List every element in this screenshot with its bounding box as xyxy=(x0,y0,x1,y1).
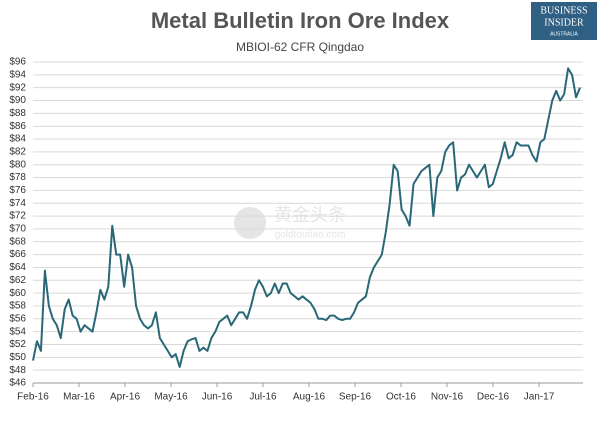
x-tick-label: Apr-16 xyxy=(110,392,140,403)
y-tick-label: $90 xyxy=(9,95,26,106)
x-tick-label: Jul-16 xyxy=(249,392,277,403)
x-tick-label: Oct-16 xyxy=(386,392,416,403)
y-tick-label: $48 xyxy=(9,365,26,376)
y-tick-label: $70 xyxy=(9,224,26,235)
y-tick-label: $88 xyxy=(9,108,26,119)
y-tick-label: $60 xyxy=(9,288,26,299)
y-tick-label: $74 xyxy=(9,198,26,209)
logo: BUSINESS INSIDER AUSTRALIA xyxy=(531,2,597,40)
x-tick-label: Jan-17 xyxy=(524,392,555,403)
y-tick-label: $84 xyxy=(9,134,26,145)
watermark: 黄金头条 goldtoutiao.com xyxy=(234,205,346,241)
y-tick-label: $58 xyxy=(9,301,26,312)
logo-text: BUSINESS xyxy=(540,5,587,16)
watermark-icon xyxy=(234,207,266,239)
y-tick-label: $46 xyxy=(9,378,26,389)
y-tick-label: $54 xyxy=(9,326,26,337)
x-tick-label: Aug-16 xyxy=(293,392,326,403)
x-tick-label: Feb-16 xyxy=(17,392,49,403)
y-tick-label: $76 xyxy=(9,185,26,196)
x-tick-label: Jun-16 xyxy=(202,392,233,403)
x-tick-label: Nov-16 xyxy=(431,392,464,403)
y-tick-label: $64 xyxy=(9,262,26,273)
logo-box xyxy=(531,2,597,40)
watermark-text: goldtoutiao.com xyxy=(275,230,346,241)
y-tick-label: $62 xyxy=(9,275,26,286)
y-tick-label: $50 xyxy=(9,352,26,363)
x-tick-label: May-16 xyxy=(154,392,188,403)
y-tick-label: $78 xyxy=(9,172,26,183)
chart-subtitle: MBIOI-62 CFR Qingdao xyxy=(236,40,364,54)
logo-text: AUSTRALIA xyxy=(550,31,578,37)
logo-text: INSIDER xyxy=(544,17,584,28)
y-tick-label: $52 xyxy=(9,339,26,350)
chart-title: Metal Bulletin Iron Ore Index xyxy=(151,8,450,33)
y-tick-label: $68 xyxy=(9,236,26,247)
y-tick-label: $96 xyxy=(9,57,26,68)
y-tick-label: $86 xyxy=(9,121,26,132)
x-tick-label: Mar-16 xyxy=(63,392,95,403)
y-tick-label: $82 xyxy=(9,147,26,158)
y-tick-label: $94 xyxy=(9,69,26,80)
line xyxy=(32,67,581,368)
x-tick-label: Sep-16 xyxy=(339,392,372,403)
y-tick-label: $80 xyxy=(9,159,26,170)
y-tick-label: $92 xyxy=(9,82,26,93)
y-tick-label: $66 xyxy=(9,249,26,260)
watermark-text: 黄金头条 xyxy=(274,205,346,225)
y-tick-label: $56 xyxy=(9,313,26,324)
x-tick-label: Dec-16 xyxy=(477,392,510,403)
y-tick-label: $72 xyxy=(9,211,26,222)
